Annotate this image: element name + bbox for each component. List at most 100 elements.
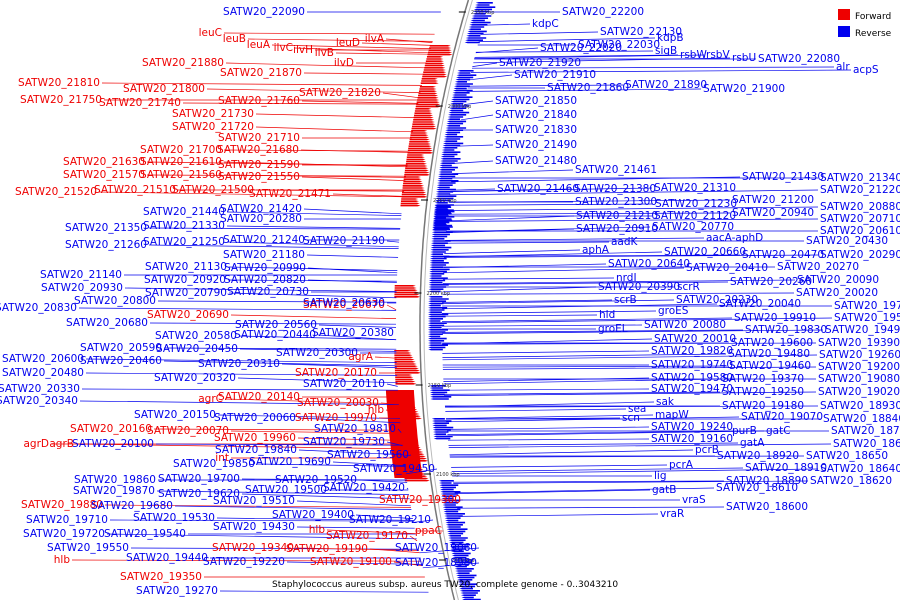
- leader-line: [442, 299, 613, 303]
- leader-line: [444, 391, 817, 396]
- right-gene-label: SATW20_18610: [716, 482, 798, 494]
- reverse-feature: [469, 24, 488, 26]
- leader-line: [445, 237, 705, 241]
- forward-feature: [403, 182, 424, 185]
- reverse-feature: [437, 182, 456, 184]
- right-gene-label: SATW20_19830: [745, 324, 827, 336]
- leader-line: [406, 487, 409, 490]
- left-gene-label: SATW20_19850: [173, 458, 255, 470]
- left-gene-label: SATW20_21730: [172, 108, 254, 120]
- left-gene-label: SATW20_20140: [218, 391, 300, 403]
- left-gene-label: SATW20_21350: [65, 222, 147, 234]
- forward-feature: [427, 53, 453, 56]
- right-gene-label: pcrA: [669, 459, 694, 471]
- reverse-feature: [433, 218, 452, 220]
- leader-line: [369, 548, 420, 553]
- right-gene-label: SATW20_19070: [741, 411, 823, 423]
- leader-line: [386, 304, 397, 311]
- reverse-feature: [447, 532, 464, 535]
- leader-line: [226, 241, 399, 248]
- right-gene-label: SATW20_20880: [820, 201, 900, 213]
- forward-feature: [428, 51, 453, 54]
- right-gene-label: gatC: [766, 425, 791, 437]
- right-gene-label: SATW20_22030: [578, 39, 660, 51]
- forward-feature: [406, 158, 426, 161]
- right-gene-label: SATW20_20290: [820, 249, 900, 261]
- leader-line: [447, 430, 765, 437]
- right-gene-label: SATW20_20640: [608, 258, 690, 270]
- leader-line: [445, 408, 627, 412]
- right-gene-label: SATW20_19370: [722, 373, 804, 385]
- forward-feature: [420, 82, 439, 84]
- leader-line: [81, 388, 398, 391]
- reverse-feature: [445, 127, 467, 129]
- left-gene-label: SATW20_19620: [158, 488, 240, 500]
- right-gene-label: rsbU: [732, 52, 756, 64]
- right-gene-label: aacA-aphD: [706, 232, 763, 244]
- reverse-feature: [428, 335, 441, 338]
- reverse-feature: [444, 517, 461, 519]
- left-gene-label: SATW20_19190: [286, 543, 368, 555]
- right-gene-label: SATW20_21310: [654, 182, 736, 194]
- legend: Forward Reverse: [838, 9, 892, 39]
- reverse-feature: [443, 140, 458, 142]
- forward-feature: [414, 112, 433, 114]
- leader-line: [163, 360, 397, 367]
- leader-line: [442, 366, 817, 370]
- forward-feature: [403, 178, 422, 180]
- leader-line: [445, 241, 610, 244]
- left-gene-label: SATW20_19720: [23, 528, 105, 540]
- left-gene-label: SATW20_19860: [74, 474, 156, 486]
- left-gene-label: SATW20_20340: [0, 395, 78, 407]
- leader-line: [446, 218, 819, 222]
- reverse-feature: [454, 565, 467, 568]
- leader-line: [483, 23, 531, 26]
- forward-feature: [402, 191, 427, 194]
- left-gene-label: SATW20_21590: [218, 159, 300, 171]
- reverse-feature: [450, 546, 469, 548]
- left-gene-label: SATW20_20330: [0, 383, 80, 395]
- left-gene-label: SATW20_21471: [249, 188, 331, 200]
- legend-reverse-swatch: [838, 26, 850, 37]
- reverse-feature: [438, 175, 456, 178]
- reverse-feature: [431, 235, 448, 238]
- leader-line: [463, 100, 494, 105]
- reverse-feature: [429, 260, 444, 262]
- left-gene-label: SATW20_20790: [145, 287, 227, 299]
- right-gene-label: SATW20_20910: [576, 223, 658, 235]
- leader-line: [297, 437, 402, 441]
- reverse-feature: [470, 19, 485, 22]
- right-gene-label: scrB: [614, 294, 637, 306]
- leader-line: [298, 449, 404, 456]
- reverse-feature: [438, 480, 454, 482]
- leader-line: [255, 189, 405, 192]
- right-gene-label: SATW20_22080: [758, 53, 840, 65]
- leader-line: [296, 526, 415, 529]
- right-gene-label: SATW20_21200: [732, 194, 814, 206]
- leader-line: [442, 286, 597, 293]
- reverse-feature: [451, 98, 470, 101]
- reverse-feature: [433, 216, 455, 218]
- left-gene-label: leuD: [336, 37, 360, 49]
- reverse-feature: [445, 519, 459, 522]
- left-gene-label: SATW20_19710: [26, 514, 108, 526]
- right-gene-label: SATW20_21830: [495, 124, 577, 136]
- left-gene-label: SATW20_20030: [297, 397, 379, 409]
- backbone-layer: 2350 kbp 2300 kbp 2250 kbp 2200 kbp 2150 kbp…: [414, 0, 494, 600]
- right-gene-label: purB: [732, 425, 757, 437]
- left-gene-label: SATW20_19300: [379, 494, 461, 506]
- leader-line: [156, 490, 409, 495]
- reverse-feature: [428, 279, 446, 282]
- right-gene-label: SATW20_20090: [797, 274, 879, 286]
- leader-line: [223, 32, 435, 35]
- left-gene-label: SATW20_20930: [41, 282, 123, 294]
- forward-feature: [394, 367, 419, 370]
- reverse-feature: [449, 541, 464, 544]
- reverse-feature: [449, 543, 471, 546]
- right-gene-label: SATW20_20040: [719, 298, 801, 310]
- leader-line: [148, 227, 401, 230]
- reverse-feature: [467, 30, 487, 33]
- reverse-feature: [430, 396, 452, 398]
- reverse-feature: [441, 495, 456, 497]
- left-gene-label: SATW20_20320: [154, 372, 236, 384]
